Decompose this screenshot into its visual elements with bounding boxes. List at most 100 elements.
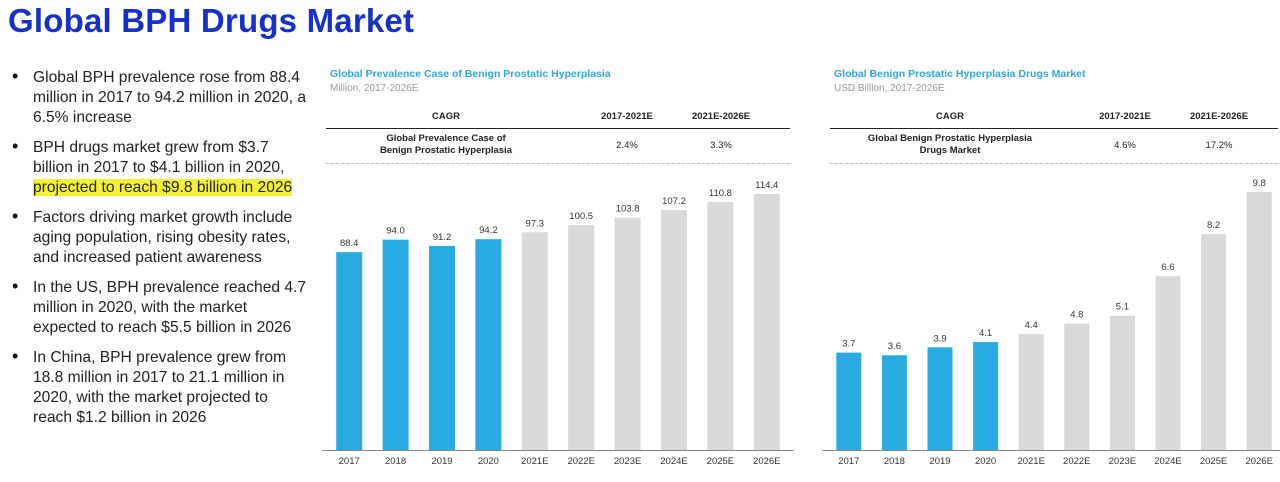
cagr-header-label: CAGR: [432, 111, 460, 122]
bar: [1064, 323, 1090, 450]
bar: [836, 352, 862, 450]
cagr-row-label-line: Drugs Market: [919, 145, 981, 156]
chart-subtitle: USD Billion, 2017-2026E: [834, 83, 945, 94]
tick-label: 2024E: [660, 456, 687, 467]
chart-subtitle: Million, 2017-2026E: [330, 83, 419, 94]
cagr-value-1: 4.6%: [1114, 140, 1136, 151]
bar: [614, 217, 641, 450]
cagr-header-row: CAGR 2017-2021E 2021E-2026E: [830, 104, 1278, 129]
cagr-header-period-2: 2021E-2026E: [1189, 111, 1249, 122]
tick-label: 2022E: [1063, 456, 1090, 467]
page-title: Global BPH Drugs Market: [8, 2, 415, 39]
tick-label: 2019: [431, 456, 452, 467]
drugs-market-bar-chart: 3.7 2017 3.6 2018 3.9 2019 4.1 2020 4.4 2021E 4.8 2…: [822, 178, 1280, 467]
cagr-data-row: Global Prevalence Case of Benign Prostat…: [326, 129, 790, 164]
chart-title: Global Benign Prostatic Hyperplasia Drug…: [834, 68, 1086, 80]
bullet-item: BPH drugs market grew from $3.7 billion …: [10, 136, 310, 198]
cagr-header-period-1: 2017-2021E: [601, 111, 653, 122]
bar: [707, 202, 734, 450]
cagr-header-label: CAGR: [936, 111, 964, 122]
bar: [1246, 192, 1272, 450]
data-label: 4.1: [979, 328, 992, 339]
cagr-value-1: 2.4%: [616, 140, 638, 151]
data-label: 5.1: [1116, 302, 1129, 313]
bar: [336, 252, 363, 450]
bullet-text: In the US, BPH prevalence reached 4.7 mi…: [33, 279, 307, 336]
tick-label: 2025E: [1200, 456, 1227, 467]
cagr-row-label-line: Global Benign Prostatic Hyperplasia: [867, 133, 1033, 144]
bar: [973, 342, 999, 450]
bar: [521, 232, 548, 450]
data-label: 4.4: [1025, 320, 1038, 331]
bullet-item: In the US, BPH prevalence reached 4.7 mi…: [10, 276, 310, 338]
bar: [1109, 315, 1135, 450]
bar: [429, 245, 455, 450]
bar: [753, 194, 780, 450]
tick-label: 2023E: [614, 456, 641, 467]
data-label: 103.8: [616, 204, 640, 215]
tick-label: 2025E: [707, 456, 734, 467]
cagr-row-label: Global Prevalence Case of Benign Prostat…: [326, 133, 566, 157]
cagr-header-period-2: 2021E-2026E: [691, 111, 751, 122]
tick-label: 2026E: [1245, 456, 1272, 467]
cagr-data-row: Global Benign Prostatic Hyperplasia Drug…: [830, 129, 1278, 164]
data-label: 6.6: [1161, 262, 1174, 273]
data-label: 88.4: [340, 238, 359, 249]
bullet-text: Factors driving market growth include ag…: [33, 209, 293, 266]
tick-label: 2021E: [521, 456, 548, 467]
bar: [1018, 334, 1044, 450]
cagr-row-label-line: Benign Prostatic Hyperplasia: [380, 145, 512, 156]
highlighted-text: projected to reach $9.8 billion in 2026: [33, 179, 293, 196]
tick-label: 2019: [929, 456, 950, 467]
tick-label: 2017: [838, 456, 859, 467]
data-label: 9.8: [1253, 178, 1266, 189]
bar: [475, 239, 502, 450]
data-label: 114.4: [755, 180, 778, 191]
data-label: 107.2: [662, 196, 686, 207]
drugs-market-chart-panel: Global Benign Prostatic Hyperplasia Drug…: [822, 64, 1280, 472]
bar: [1155, 276, 1181, 450]
bar: [1201, 234, 1227, 450]
cagr-table: CAGR 2017-2021E 2021E-2026E Global Preva…: [326, 104, 790, 164]
tick-label: 2020: [975, 456, 996, 467]
cagr-header-period-1: 2017-2021E: [1099, 111, 1151, 122]
prevalence-chart-panel: Global Prevalence Case of Benign Prostat…: [322, 64, 794, 472]
bar: [881, 355, 907, 450]
bar: [382, 239, 409, 450]
bullet-text: Global BPH prevalence rose from 88.4 mil…: [33, 69, 307, 126]
cagr-header-row: CAGR 2017-2021E 2021E-2026E: [326, 104, 790, 129]
tick-label: 2018: [884, 456, 905, 467]
bullet-item: Factors driving market growth include ag…: [10, 206, 310, 268]
bullet-list: Global BPH prevalence rose from 88.4 mil…: [10, 66, 310, 438]
bullet-text: BPH drugs market grew from $3.7 billion …: [33, 139, 285, 176]
cagr-table: CAGR 2017-2021E 2021E-2026E Global Benig…: [830, 104, 1278, 164]
cagr-value-2: 17.2%: [1205, 140, 1233, 151]
data-label: 110.8: [709, 188, 732, 199]
data-label: 97.3: [526, 218, 545, 229]
tick-label: 2020: [478, 456, 499, 467]
data-label: 3.7: [842, 339, 855, 350]
data-label: 3.6: [888, 341, 901, 352]
data-label: 3.9: [933, 333, 946, 344]
chart-title: Global Prevalence Case of Benign Prostat…: [330, 68, 611, 80]
data-label: 94.2: [479, 225, 498, 236]
bullet-item: Global BPH prevalence rose from 88.4 mil…: [10, 66, 310, 128]
cagr-row-label: Global Benign Prostatic Hyperplasia Drug…: [830, 133, 1070, 157]
data-label: 100.5: [569, 211, 593, 222]
tick-label: 2022E: [567, 456, 594, 467]
bullet-item: In China, BPH prevalence grew from 18.8 …: [10, 346, 310, 428]
cagr-value-2: 3.3%: [710, 140, 732, 151]
tick-label: 2018: [385, 456, 406, 467]
tick-label: 2023E: [1109, 456, 1136, 467]
tick-label: 2024E: [1154, 456, 1181, 467]
bullet-text: In China, BPH prevalence grew from 18.8 …: [33, 349, 287, 426]
data-label: 94.0: [386, 226, 405, 237]
tick-label: 2021E: [1017, 456, 1044, 467]
bar: [927, 347, 953, 450]
prevalence-bar-chart: 88.4 2017 94.0 2018 91.2 2019 94.2 2020 97.3 2021…: [322, 180, 794, 467]
tick-label: 2026E: [753, 456, 780, 467]
data-label: 4.8: [1070, 310, 1083, 321]
cagr-row-label-line: Global Prevalence Case of: [386, 133, 506, 144]
data-label: 8.2: [1207, 220, 1220, 231]
data-label: 91.2: [433, 232, 452, 243]
